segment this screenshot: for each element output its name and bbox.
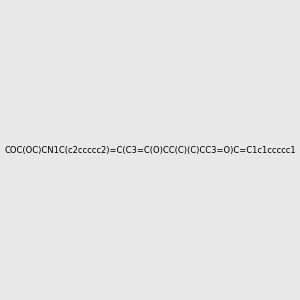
Text: COC(OC)CN1C(c2ccccc2)=C(C3=C(O)CC(C)(C)CC3=O)C=C1c1ccccc1: COC(OC)CN1C(c2ccccc2)=C(C3=C(O)CC(C)(C)C… [4, 146, 296, 154]
